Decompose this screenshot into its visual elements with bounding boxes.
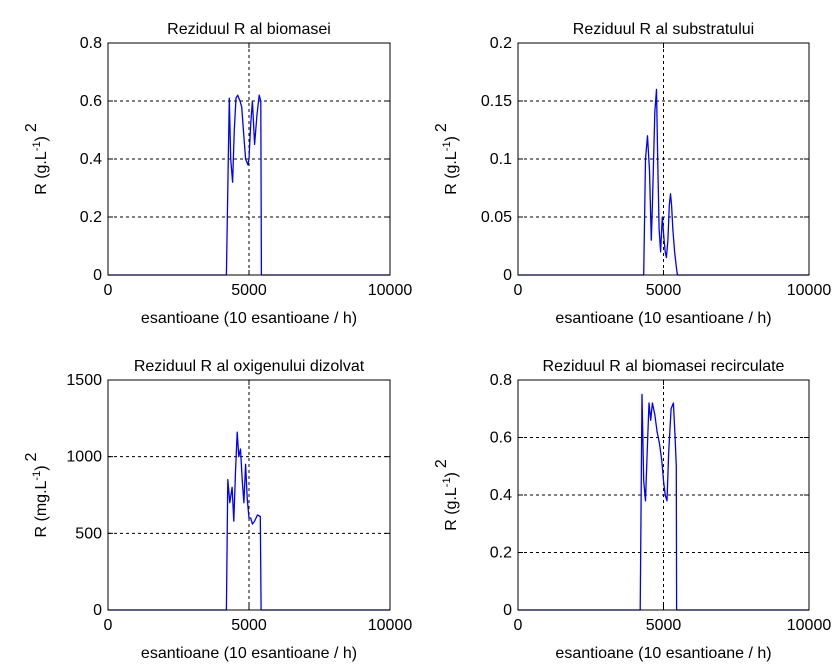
subplot-2: 0 0.05 0.1 0.15 0.2 0 5000 10000 Reziduul R al s… [433, 21, 831, 327]
y-tick-label: 0.6 [490, 430, 512, 447]
data-line [518, 88, 809, 276]
subplot-1: 0 0.2 0.4 0.6 0.8 0 5000 10000 Reziduul R al bio… [23, 21, 412, 327]
y-tick-label: 0.1 [490, 151, 512, 168]
y-tick-label: 0.15 [481, 93, 512, 110]
data-line [108, 94, 390, 276]
x-tick-label: 0 [104, 282, 113, 299]
y-tick-label: 0 [503, 267, 512, 284]
y-axis-label: R (g.L-1)2 [23, 123, 50, 195]
y-axis-label: R (g.L-1)2 [433, 459, 460, 531]
x-axis-label: esantioane (10 esantioane / h) [141, 645, 357, 662]
chart-title: Reziduul R al biomasei recirculate [543, 358, 785, 375]
y-tick-label: 0 [503, 602, 512, 619]
y-axis-label: R (g.L-1)2 [433, 123, 460, 195]
data-line [108, 431, 390, 611]
y-tick-label: 0.4 [490, 487, 512, 504]
x-tick-label: 10000 [368, 282, 413, 299]
y-tick-label: 0.2 [490, 545, 512, 562]
x-tick-label: 10000 [368, 617, 413, 634]
y-tick-label: 500 [75, 525, 102, 542]
x-tick-label: 5000 [646, 282, 682, 299]
y-tick-label: 1000 [66, 449, 102, 466]
x-axis-label: esantioane (10 esantioane / h) [141, 310, 357, 327]
y-tick-label: 0.4 [80, 151, 102, 168]
chart-title: Reziduul R al substratului [573, 21, 754, 38]
y-tick-label: 0.8 [80, 35, 102, 52]
y-tick-label: 0.2 [80, 209, 102, 226]
x-tick-label: 10000 [787, 282, 832, 299]
x-tick-label: 0 [514, 617, 523, 634]
subplot-4: 0 0.2 0.4 0.6 0.8 0 5000 10000 Reziduul R al bio… [433, 358, 831, 662]
x-tick-label: 5000 [231, 617, 267, 634]
subplot-3: 0 500 1000 1500 0 5000 10000 Reziduul R al oxig… [23, 358, 412, 662]
chart-title: Reziduul R al oxigenului dizolvat [134, 358, 365, 375]
x-tick-label: 0 [514, 282, 523, 299]
y-tick-label: 0.8 [490, 372, 512, 389]
x-tick-label: 0 [104, 617, 113, 634]
x-axis-label: esantioane (10 esantioane / h) [555, 310, 771, 327]
x-tick-label: 10000 [787, 617, 832, 634]
y-tick-label: 0.05 [481, 209, 512, 226]
y-tick-label: 0 [93, 602, 102, 619]
y-tick-label: 0.6 [80, 93, 102, 110]
x-tick-label: 5000 [646, 617, 682, 634]
data-line [518, 393, 809, 611]
y-tick-label: 0.2 [490, 35, 512, 52]
y-axis-label: R (mg.L-1)2 [23, 452, 50, 537]
y-tick-label: 1500 [66, 372, 102, 389]
x-axis-label: esantioane (10 esantioane / h) [555, 645, 771, 662]
chart-title: Reziduul R al biomasei [167, 21, 331, 38]
y-tick-label: 0 [93, 267, 102, 284]
x-tick-label: 5000 [231, 282, 267, 299]
